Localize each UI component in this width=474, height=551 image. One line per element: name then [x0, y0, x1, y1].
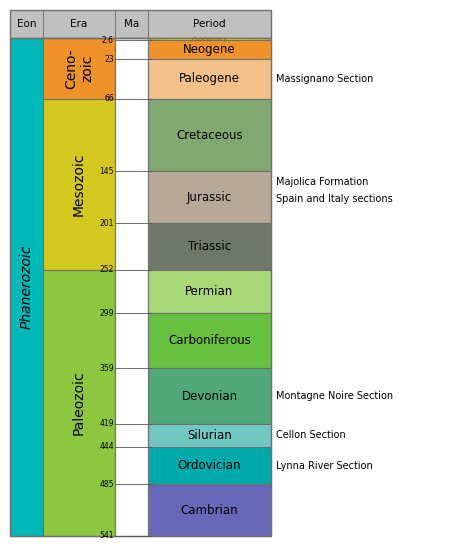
- Text: Permian: Permian: [185, 285, 234, 298]
- Text: Phanerozoic: Phanerozoic: [19, 245, 34, 329]
- Bar: [148, 59, 271, 99]
- Bar: [10, 38, 43, 536]
- Text: Era: Era: [70, 19, 88, 29]
- Text: 2.6: 2.6: [102, 36, 114, 45]
- Bar: [148, 40, 271, 59]
- Text: Majolica Formation: Majolica Formation: [276, 177, 368, 187]
- Bar: [115, 10, 148, 38]
- Polygon shape: [148, 38, 271, 40]
- Text: Spain and Italy sections: Spain and Italy sections: [276, 194, 393, 204]
- Bar: [148, 447, 271, 484]
- Bar: [148, 424, 271, 447]
- Text: Montagne Noire Section: Montagne Noire Section: [276, 391, 393, 401]
- Bar: [43, 10, 115, 38]
- Text: Cambrian: Cambrian: [181, 504, 238, 517]
- Text: 201: 201: [100, 219, 114, 228]
- Text: Lynna River Section: Lynna River Section: [276, 461, 373, 471]
- Bar: [10, 38, 271, 536]
- Text: Paleozoic: Paleozoic: [72, 371, 86, 435]
- Text: Quaternary: Quaternary: [191, 37, 228, 42]
- Text: 359: 359: [100, 364, 114, 373]
- Bar: [148, 99, 271, 171]
- Text: Cellon Section: Cellon Section: [276, 430, 346, 440]
- Text: 299: 299: [100, 309, 114, 318]
- Text: 23: 23: [104, 55, 114, 64]
- Bar: [148, 369, 271, 424]
- Text: Period: Period: [193, 19, 226, 29]
- Text: 419: 419: [100, 419, 114, 428]
- Text: Neogene: Neogene: [183, 44, 236, 56]
- Text: 444: 444: [100, 442, 114, 451]
- Text: Silurian: Silurian: [187, 429, 232, 442]
- Bar: [115, 38, 148, 536]
- Bar: [148, 10, 271, 38]
- Text: Mesozoic: Mesozoic: [72, 153, 86, 216]
- Bar: [10, 10, 43, 38]
- Text: Eon: Eon: [17, 19, 36, 29]
- Text: Massignano Section: Massignano Section: [276, 74, 374, 84]
- Bar: [148, 223, 271, 270]
- Bar: [148, 484, 271, 536]
- Text: Jurassic: Jurassic: [187, 191, 232, 204]
- Text: 541: 541: [100, 532, 114, 541]
- Text: Ma: Ma: [124, 19, 139, 29]
- Text: Cretaceous: Cretaceous: [176, 128, 243, 142]
- Text: 485: 485: [100, 480, 114, 489]
- Text: Triassic: Triassic: [188, 240, 231, 253]
- Text: Devonian: Devonian: [182, 390, 237, 403]
- Text: 252: 252: [100, 266, 114, 274]
- Bar: [43, 270, 115, 536]
- Text: Ceno-
zoic: Ceno- zoic: [64, 48, 94, 89]
- Bar: [43, 99, 115, 270]
- Bar: [43, 38, 115, 99]
- Bar: [148, 270, 271, 313]
- Text: 145: 145: [100, 167, 114, 176]
- Text: Paleogene: Paleogene: [179, 73, 240, 85]
- Text: Carboniferous: Carboniferous: [168, 334, 251, 347]
- Bar: [148, 171, 271, 223]
- Text: Ordovician: Ordovician: [178, 459, 241, 472]
- Bar: [148, 313, 271, 369]
- Text: 66: 66: [104, 94, 114, 103]
- Bar: [10, 10, 271, 38]
